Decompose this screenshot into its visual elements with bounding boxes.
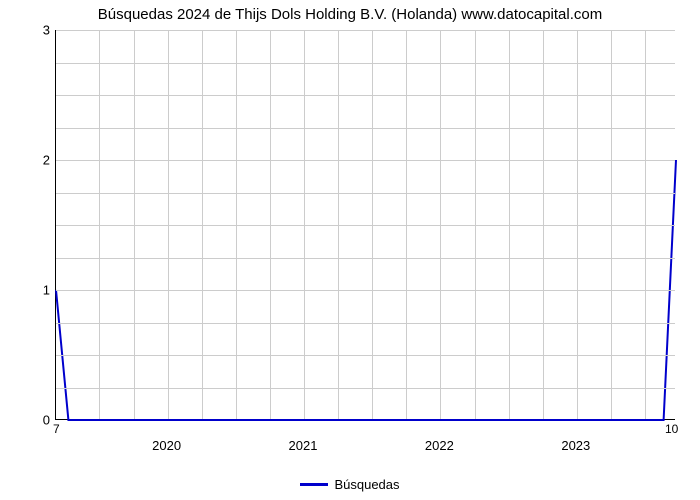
x-tick-label: 2023 xyxy=(561,438,590,453)
legend-label: Búsquedas xyxy=(334,477,399,492)
x-start-label: 7 xyxy=(53,422,60,436)
legend-swatch xyxy=(300,483,328,486)
x-tick-label: 2020 xyxy=(152,438,181,453)
chart-title: Búsquedas 2024 de Thijs Dols Holding B.V… xyxy=(0,6,700,23)
y-tick-label: 3 xyxy=(35,23,50,38)
x-tick-label: 2021 xyxy=(289,438,318,453)
y-tick-label: 2 xyxy=(35,153,50,168)
legend: Búsquedas xyxy=(0,476,700,492)
x-tick-label: 2022 xyxy=(425,438,454,453)
y-tick-label: 1 xyxy=(35,283,50,298)
y-tick-label: 0 xyxy=(35,413,50,428)
plot-area xyxy=(55,30,675,420)
line-chart: Búsquedas 2024 de Thijs Dols Holding B.V… xyxy=(0,0,700,500)
x-end-label: 10 xyxy=(665,422,678,436)
